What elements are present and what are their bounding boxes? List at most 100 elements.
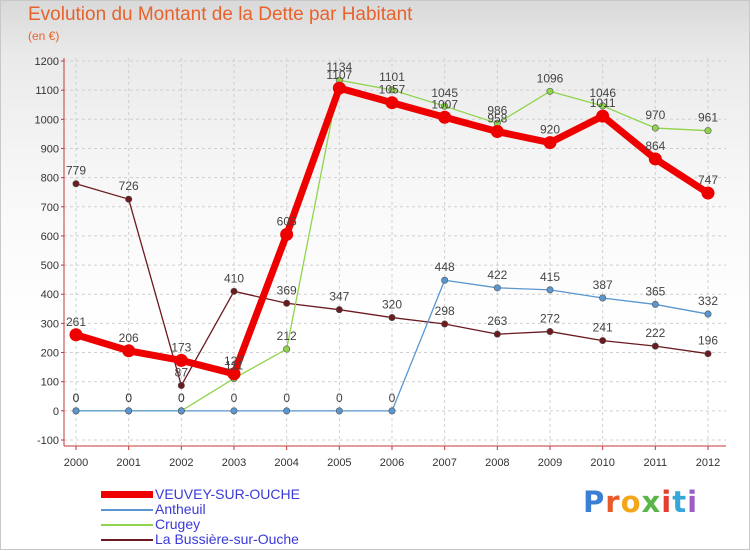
data-point xyxy=(546,328,554,336)
legend-label: Crugey xyxy=(155,516,201,532)
data-label: 272 xyxy=(540,312,560,326)
data-point xyxy=(596,109,610,123)
data-point xyxy=(283,407,291,415)
data-point xyxy=(388,86,396,94)
data-point xyxy=(177,381,185,389)
data-label: 241 xyxy=(593,321,613,335)
proxiti-logo: Proxiti xyxy=(583,485,698,519)
data-point xyxy=(125,407,133,415)
y-tick-label: -100 xyxy=(37,435,59,447)
data-label: 961 xyxy=(698,111,718,125)
x-tick-label: 2006 xyxy=(380,457,404,469)
data-label: 173 xyxy=(171,340,191,354)
data-label: 864 xyxy=(645,139,665,153)
data-label: 222 xyxy=(645,326,665,340)
x-tick-label: 2000 xyxy=(64,457,88,469)
data-label: 347 xyxy=(329,290,349,304)
data-label: 422 xyxy=(487,268,507,282)
data-point xyxy=(648,152,662,166)
data-label: 365 xyxy=(645,284,665,298)
legend-swatch xyxy=(101,539,153,541)
y-tick-label: 1000 xyxy=(35,114,59,126)
data-label: 206 xyxy=(119,331,139,345)
x-tick-label: 2009 xyxy=(538,457,562,469)
data-label: 415 xyxy=(540,270,560,284)
data-point xyxy=(227,367,241,381)
data-label: 1045 xyxy=(431,86,458,100)
legend-label: La Bussière-sur-Ouche xyxy=(155,531,299,547)
data-label: 127 xyxy=(224,354,244,368)
data-point xyxy=(651,124,659,132)
data-label: 605 xyxy=(277,214,297,228)
y-tick-label: 0 xyxy=(53,406,59,418)
data-label: 0 xyxy=(178,391,185,405)
data-label: 986 xyxy=(487,103,507,117)
data-point xyxy=(493,330,501,338)
data-point xyxy=(599,337,607,345)
legend-swatch xyxy=(101,524,153,526)
data-point xyxy=(543,136,557,150)
logo-letter: P xyxy=(583,485,606,519)
data-point xyxy=(283,345,291,353)
data-label: 0 xyxy=(125,391,132,405)
data-label: 1101 xyxy=(379,70,405,84)
data-point xyxy=(701,186,715,200)
x-tick-label: 2011 xyxy=(644,457,668,469)
data-point xyxy=(280,227,294,241)
data-point xyxy=(335,407,343,415)
x-tick-label: 2007 xyxy=(432,457,456,469)
data-point xyxy=(332,81,346,95)
data-label: 1011 xyxy=(590,96,616,110)
y-tick-label: 1100 xyxy=(35,85,59,97)
data-label: 1134 xyxy=(326,60,352,74)
data-label: 87 xyxy=(175,365,189,379)
data-point xyxy=(385,96,399,110)
data-label: 0 xyxy=(73,391,80,405)
y-tick-label: 700 xyxy=(41,202,59,214)
x-tick-label: 2012 xyxy=(696,457,720,469)
data-point xyxy=(388,407,396,415)
data-label: 196 xyxy=(698,334,718,348)
x-tick-label: 2003 xyxy=(222,457,246,469)
data-point xyxy=(388,314,396,322)
legend-label: Antheuil xyxy=(155,501,206,517)
data-point xyxy=(704,350,712,358)
data-point xyxy=(69,328,83,342)
data-point xyxy=(177,407,185,415)
data-point xyxy=(174,353,188,367)
data-point xyxy=(441,102,449,110)
y-tick-label: 800 xyxy=(41,173,59,185)
data-point xyxy=(546,87,554,95)
data-point xyxy=(651,342,659,350)
data-point xyxy=(122,344,136,358)
x-tick-label: 2002 xyxy=(169,457,193,469)
data-label: 779 xyxy=(66,164,86,178)
data-point xyxy=(335,306,343,314)
data-label: 298 xyxy=(435,304,455,318)
data-point xyxy=(490,125,504,139)
data-label: 320 xyxy=(382,298,402,312)
data-label: 369 xyxy=(277,283,297,297)
data-point xyxy=(72,407,80,415)
data-label: 970 xyxy=(645,108,665,122)
data-label: 958 xyxy=(487,112,507,126)
logo-letter: x xyxy=(641,485,662,519)
data-point xyxy=(230,287,238,295)
data-label: 0 xyxy=(283,391,290,405)
legend-swatch xyxy=(101,509,153,511)
data-label: 332 xyxy=(698,294,718,308)
data-label: 0 xyxy=(389,391,396,405)
y-tick-label: 200 xyxy=(41,348,59,360)
data-point xyxy=(283,299,291,307)
data-label: 1046 xyxy=(589,86,616,100)
data-label: 111 xyxy=(225,358,244,372)
data-label: 1007 xyxy=(431,97,458,111)
data-label: 410 xyxy=(224,271,244,285)
x-tick-label: 2001 xyxy=(116,457,140,469)
data-label: 212 xyxy=(277,329,297,343)
data-point xyxy=(72,180,80,188)
y-tick-label: 300 xyxy=(41,318,59,330)
y-tick-label: 1200 xyxy=(35,56,59,68)
data-point xyxy=(441,320,449,328)
